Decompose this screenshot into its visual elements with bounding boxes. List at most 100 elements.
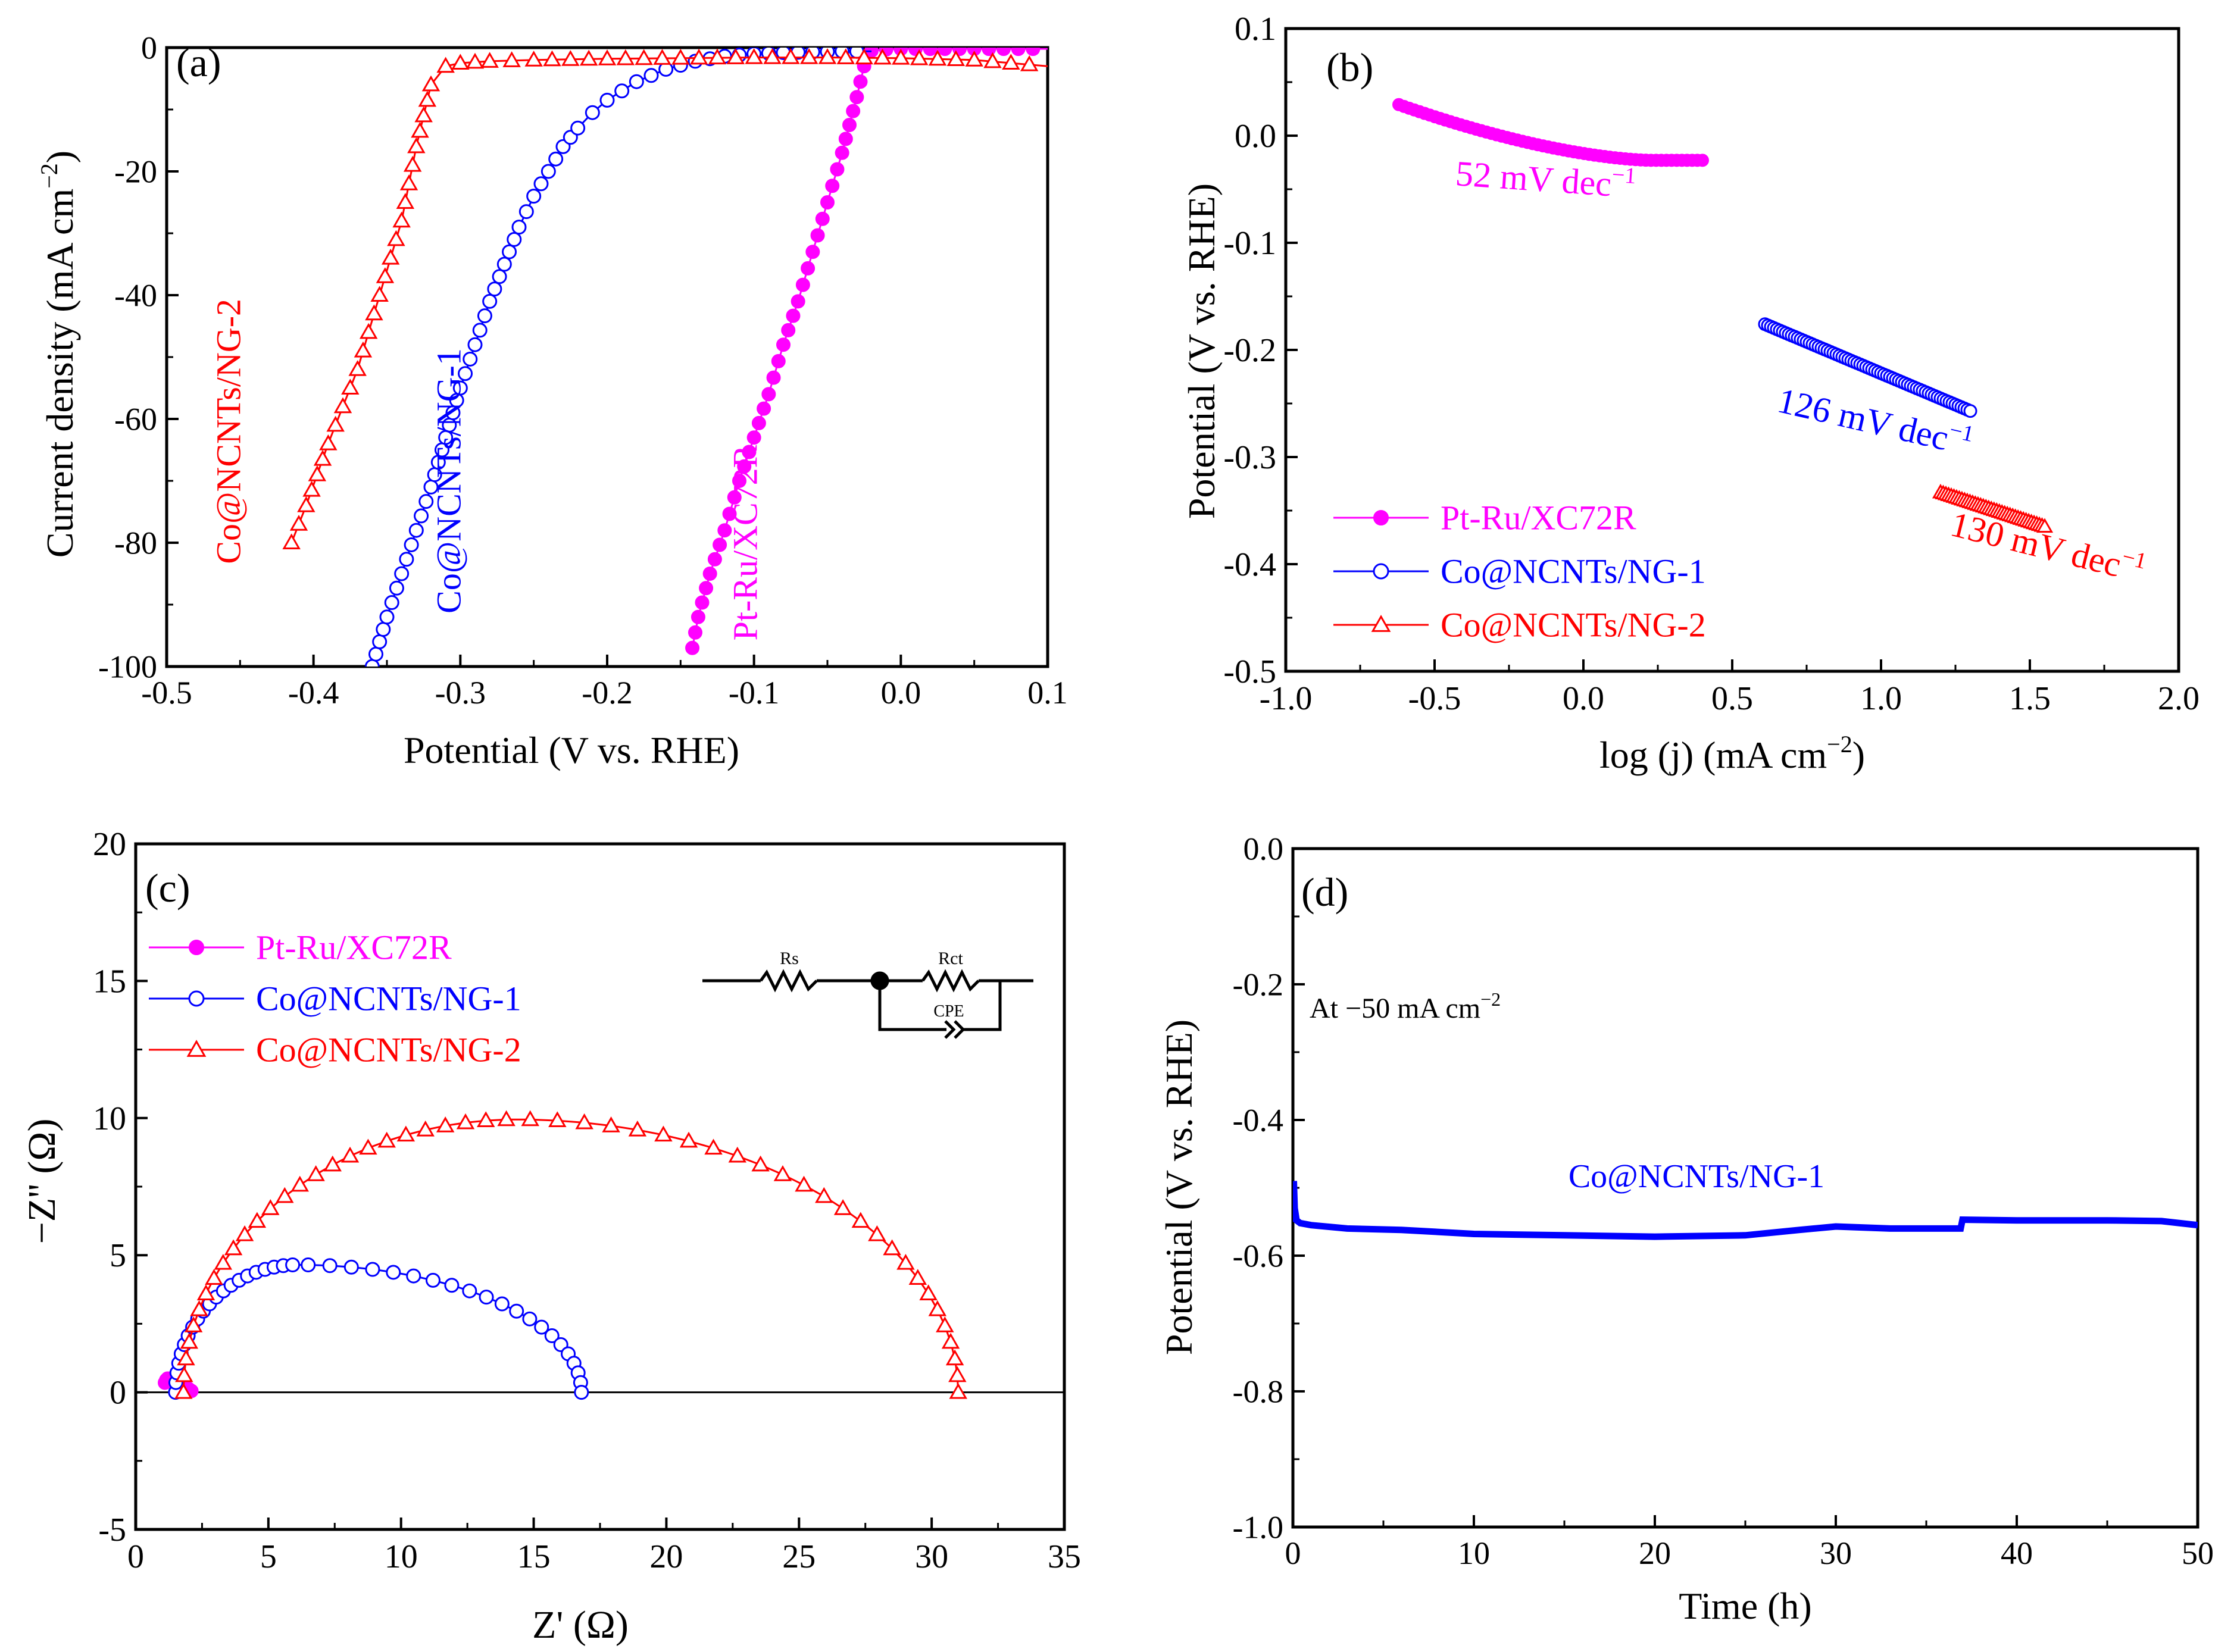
panel-b-frame xyxy=(1284,27,2180,673)
panel-d-y-tick-label: -0.4 xyxy=(1233,1102,1283,1138)
panel-a-point-ng2 xyxy=(855,48,873,65)
panel-a-point-ng1 xyxy=(389,580,404,596)
circuit-label-cpe: CPE xyxy=(933,1002,964,1021)
panel-a-line-ng2 xyxy=(290,57,1048,543)
panel-c-point-ng2 xyxy=(175,1366,193,1382)
panel-a-point-ptru xyxy=(727,490,742,505)
panel-a-series-labels: Co@NCNTs/NG-2 Co@NCNTs/NG-1 Pt-Ru/XC72R xyxy=(209,299,764,640)
panel-a-point-ptru xyxy=(795,277,810,292)
panel-a-point-ptru xyxy=(846,104,861,118)
panel-b-x-tick-label: 1.0 xyxy=(1860,680,1902,717)
panel-a-point-ng2 xyxy=(928,49,947,66)
panel-c-point-ng2 xyxy=(290,1175,309,1192)
panel-c-y-tick-label: -5 xyxy=(98,1512,126,1548)
panel-a-y-tick-label: -20 xyxy=(114,154,157,189)
panel-a-point-ng1 xyxy=(482,293,498,309)
panel-a-point-ng2 xyxy=(465,52,485,69)
panel-c-legend: Pt-Ru/XC72R Co@NCNTs/NG-1 Co@NCNTs/NG-2 xyxy=(149,928,521,1069)
panel-a-point-ptru xyxy=(982,48,996,57)
panel-a-point-ng1 xyxy=(414,508,429,524)
panel-b-point-ng1 xyxy=(1963,404,1977,418)
panel-a-point-ng2 xyxy=(376,267,395,283)
panel-c-x-axis-title: Z' (Ω) xyxy=(532,1603,629,1647)
panel-c-point-ng2 xyxy=(833,1199,852,1215)
panel-c-point-ng2 xyxy=(180,1332,198,1349)
panel-a-point-ptru xyxy=(707,552,722,567)
panel-b-series xyxy=(1392,98,2054,533)
panel-a-point-ng1 xyxy=(404,537,419,552)
panel-a-point-ng2 xyxy=(799,48,818,64)
panel-c-point-ng1 xyxy=(406,1268,421,1284)
panel-c-y-tick-label: 10 xyxy=(93,1100,126,1137)
panel-b-legend-marker xyxy=(1371,615,1391,632)
panel-c-series xyxy=(136,1110,1064,1400)
panel-a-point-ng2 xyxy=(818,48,837,64)
panel-a-point-ng1 xyxy=(384,595,399,611)
panel-a-ticks: -0.5 -0.4 -0.3 -0.2 -0.1 0.0 0.1 0 -20 -40 -60 -80 -… xyxy=(98,30,1068,711)
panel-a-point-ng1 xyxy=(585,105,600,120)
panel-a-point-ng1 xyxy=(368,646,383,662)
panel-c-point-ng2 xyxy=(679,1131,698,1148)
equivalent-circuit-diagram xyxy=(702,969,1033,1039)
panel-c-point-ng2 xyxy=(214,1254,233,1270)
panel-a-point-ptru xyxy=(771,353,786,368)
panel-a-point-ng2 xyxy=(302,480,321,497)
panel-a-point-ptru xyxy=(688,625,702,640)
panel-a-point-ptru xyxy=(757,401,771,416)
panel-c-point-ng1 xyxy=(574,1385,589,1400)
panel-a-point-ptru xyxy=(746,430,761,445)
panel-a-point-ng2 xyxy=(561,50,580,66)
panel-a-point-ng2 xyxy=(892,49,910,65)
panel-c-y-tick-label: 20 xyxy=(93,826,126,863)
panel-a-point-ng2 xyxy=(308,465,327,481)
panel-a-x-axis-title: Potential (V vs. RHE) xyxy=(404,729,739,771)
panel-a-point-ptru xyxy=(825,179,840,193)
panel-c-legend-marker xyxy=(186,1040,207,1057)
panel-c-point-ng1 xyxy=(301,1257,316,1272)
panel-c-point-ng2 xyxy=(184,1316,203,1332)
panel-a-point-ng1 xyxy=(614,83,630,99)
panel-a-point-ptru xyxy=(923,48,938,57)
panel-b-x-tick-label: 0.5 xyxy=(1711,680,1753,717)
panel-c-point-ng2 xyxy=(896,1254,915,1270)
panel-d-condition-main: At −50 mA cm xyxy=(1310,993,1480,1024)
panel-b-legend-marker xyxy=(1373,510,1389,525)
panel-a-point-ng2 xyxy=(689,48,708,65)
panel-c-point-ng2 xyxy=(190,1300,208,1316)
panel-a-point-ng1 xyxy=(548,151,564,167)
panel-a-point-ng2 xyxy=(708,48,727,65)
panel-a-point-ng1 xyxy=(452,380,468,396)
panel-c-point-ng2 xyxy=(548,1111,567,1128)
panel-c-point-ng2 xyxy=(949,1382,967,1399)
panel-b: -1.0 -0.5 0.0 0.5 1.0 1.5 2.00.10.0-0.1-0.2-0.… xyxy=(1180,11,2199,776)
panel-c-point-ng2 xyxy=(456,1113,475,1130)
panel-c-point-ng2 xyxy=(883,1239,901,1256)
panel-a-point-ptru xyxy=(695,595,710,610)
panel-a-point-ptru xyxy=(776,337,791,352)
panel-c-point-ng1 xyxy=(462,1283,477,1299)
panel-c-point-ng2 xyxy=(276,1187,294,1203)
panel-c-point-ng2 xyxy=(815,1187,833,1203)
panel-a-point-ng2 xyxy=(411,121,429,138)
panel-a-point-ng2 xyxy=(381,248,400,265)
panel-a-point-ptru xyxy=(849,90,864,105)
panel-b-x-tick-label: 0.0 xyxy=(1563,680,1604,717)
panel-c-point-ng1 xyxy=(534,1319,549,1335)
panel-c-point-ng2 xyxy=(948,1366,967,1382)
panel-b-ticks: -1.0 -0.5 0.0 0.5 1.0 1.5 2.00.10.0-0.1-0.2-0.… xyxy=(1223,11,2199,717)
panel-b-legend: Pt-Ru/XC72R Co@NCNTs/NG-1 Co@NCNTs/NG-2 xyxy=(1333,499,1706,644)
panel-d-x-tick-label: 30 xyxy=(1820,1535,1852,1571)
panel-d-y-axis-title: Potential (V vs. RHE) xyxy=(1158,1019,1200,1355)
panel-a-point-ng2 xyxy=(396,193,415,209)
panel-a-point-ng1 xyxy=(487,281,502,297)
panel-a-series-label: Co@NCNTs/NG-1 xyxy=(429,348,468,614)
panel-a-point-ptru xyxy=(996,48,1011,57)
panel-a-point-ng2 xyxy=(1020,55,1039,71)
panel-c-legend-label: Pt-Ru/XC72R xyxy=(256,928,452,967)
panel-a-point-ptru xyxy=(830,162,845,177)
panel-a-point-ng1 xyxy=(570,120,586,136)
panel-a-point-ng2 xyxy=(946,50,966,67)
panel-a-point-ng1 xyxy=(458,366,473,381)
panel-a-x-tick-label: -0.1 xyxy=(729,675,779,711)
